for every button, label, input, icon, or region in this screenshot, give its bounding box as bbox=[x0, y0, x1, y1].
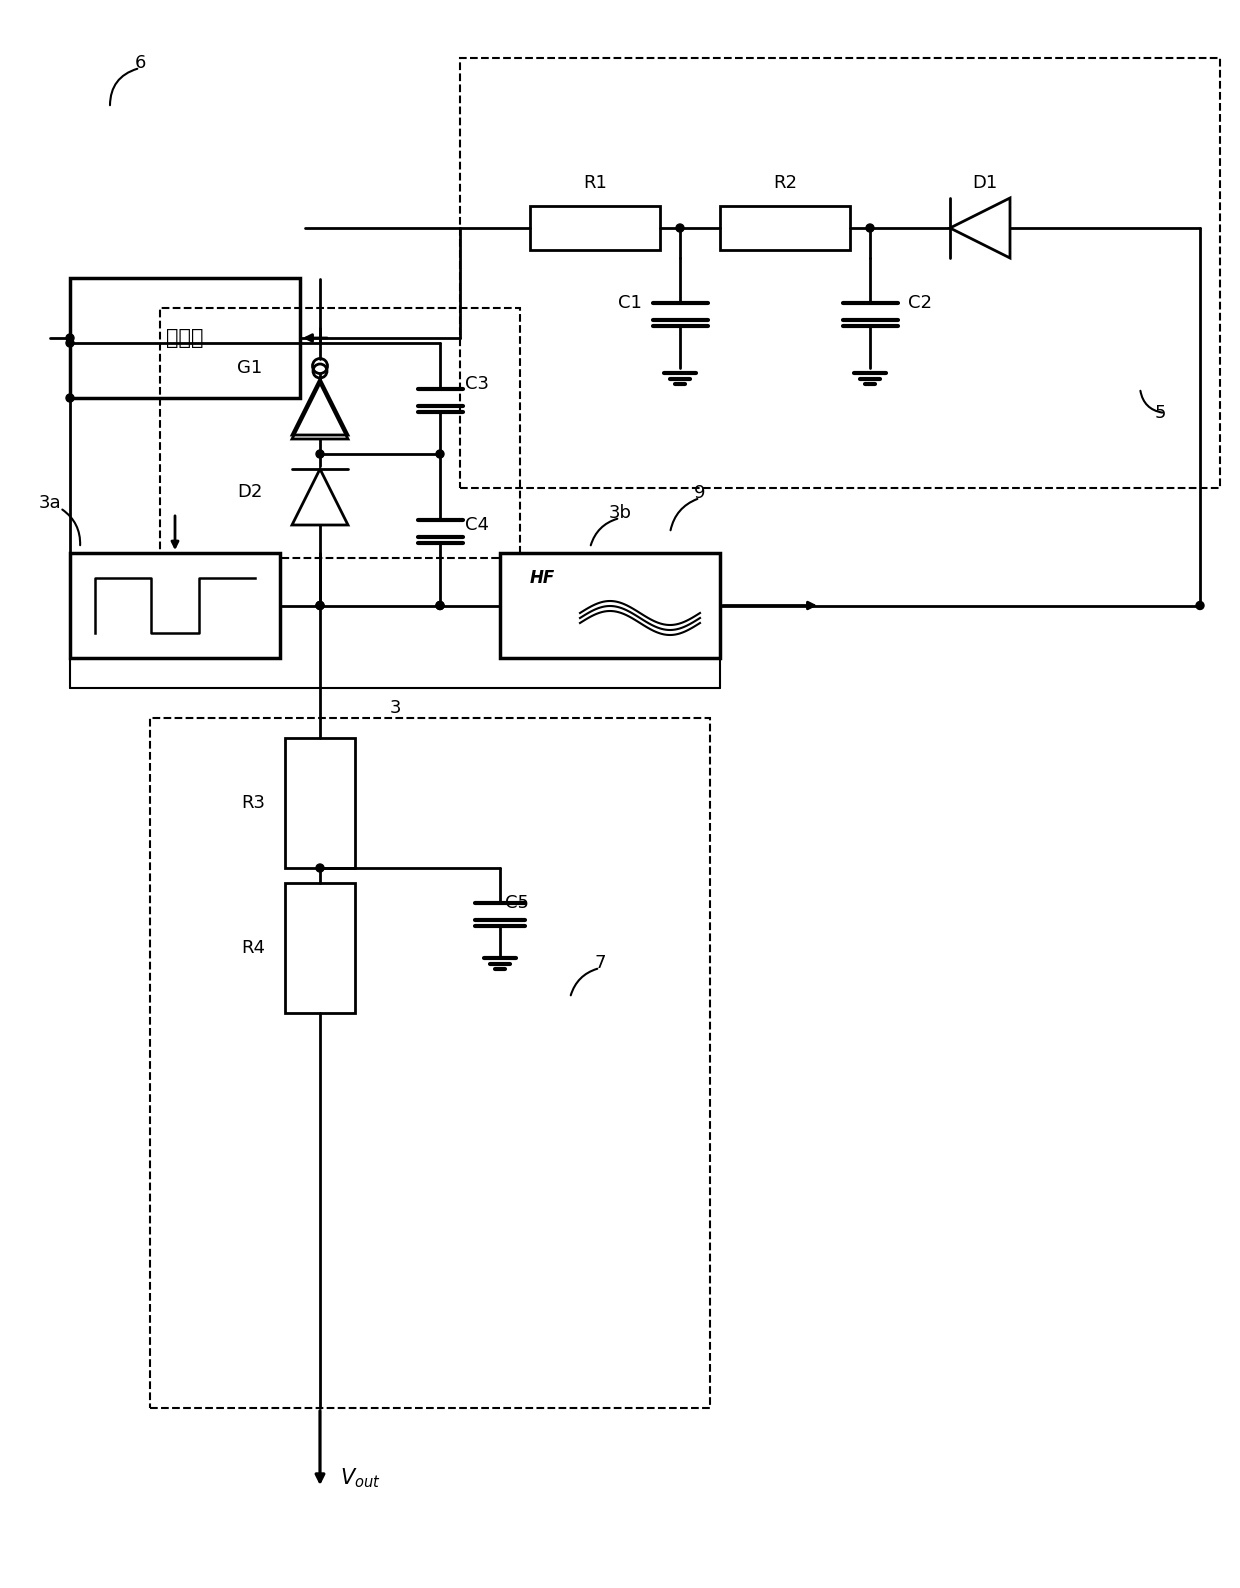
Bar bbox=[285, 883, 355, 1013]
Bar bbox=[285, 738, 355, 869]
Circle shape bbox=[436, 602, 444, 610]
Bar bbox=[529, 206, 660, 249]
Circle shape bbox=[316, 449, 324, 457]
Text: G1: G1 bbox=[237, 359, 263, 376]
Text: R4: R4 bbox=[241, 939, 265, 958]
Bar bbox=[69, 553, 280, 657]
Text: R2: R2 bbox=[773, 175, 797, 192]
Text: C3: C3 bbox=[465, 375, 489, 392]
Bar bbox=[720, 206, 849, 249]
Text: 5: 5 bbox=[1154, 403, 1166, 422]
Bar bbox=[160, 308, 520, 557]
Bar bbox=[69, 278, 300, 399]
Circle shape bbox=[676, 224, 684, 232]
Text: HF: HF bbox=[529, 569, 556, 588]
Circle shape bbox=[436, 602, 444, 610]
Text: R1: R1 bbox=[583, 175, 606, 192]
Text: C2: C2 bbox=[908, 294, 932, 311]
Text: C5: C5 bbox=[505, 894, 529, 912]
Circle shape bbox=[66, 394, 74, 402]
Text: R3: R3 bbox=[241, 794, 265, 811]
Circle shape bbox=[66, 338, 74, 348]
Text: D2: D2 bbox=[237, 483, 263, 500]
Circle shape bbox=[1197, 602, 1204, 610]
Text: 6: 6 bbox=[134, 54, 145, 71]
Text: 3b: 3b bbox=[609, 503, 631, 522]
Text: C4: C4 bbox=[465, 516, 489, 534]
Text: D1: D1 bbox=[972, 175, 998, 192]
Circle shape bbox=[316, 602, 324, 610]
Text: 9: 9 bbox=[694, 484, 706, 502]
Bar bbox=[150, 718, 711, 1409]
Text: C1: C1 bbox=[618, 294, 642, 311]
Circle shape bbox=[316, 864, 324, 872]
Text: 3: 3 bbox=[389, 699, 401, 718]
Text: $V_{out}$: $V_{out}$ bbox=[340, 1466, 381, 1490]
Bar bbox=[500, 553, 720, 657]
Circle shape bbox=[866, 224, 874, 232]
Circle shape bbox=[436, 449, 444, 457]
Text: 触发器: 触发器 bbox=[166, 329, 203, 348]
Text: 7: 7 bbox=[594, 954, 606, 972]
Circle shape bbox=[316, 602, 324, 610]
Bar bbox=[460, 59, 1220, 488]
Text: 3a: 3a bbox=[38, 494, 61, 511]
Circle shape bbox=[66, 333, 74, 341]
